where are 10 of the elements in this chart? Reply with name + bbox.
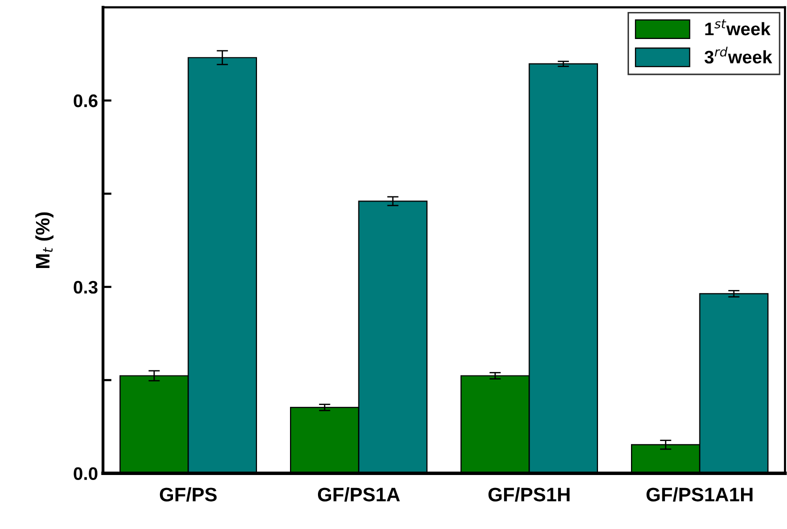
legend-label: 3$^{rd}$week [704, 46, 772, 64]
y-tick-label: 0.0 [74, 467, 98, 480]
y-tick-label: 0.3 [74, 280, 98, 294]
x-tick-label: GF/PS1H [488, 487, 570, 502]
x-tick-label: GF/PS1A1H [646, 487, 752, 502]
legend-label: 1$^{st}$week [705, 19, 771, 36]
y-tick-label: 0.6 [74, 94, 98, 108]
x-tick-label: GF/PS [160, 487, 217, 502]
x-tick-label: GF/PS1A [318, 487, 400, 502]
y-axis-title: M$_{t}$ (%) [35, 212, 54, 268]
